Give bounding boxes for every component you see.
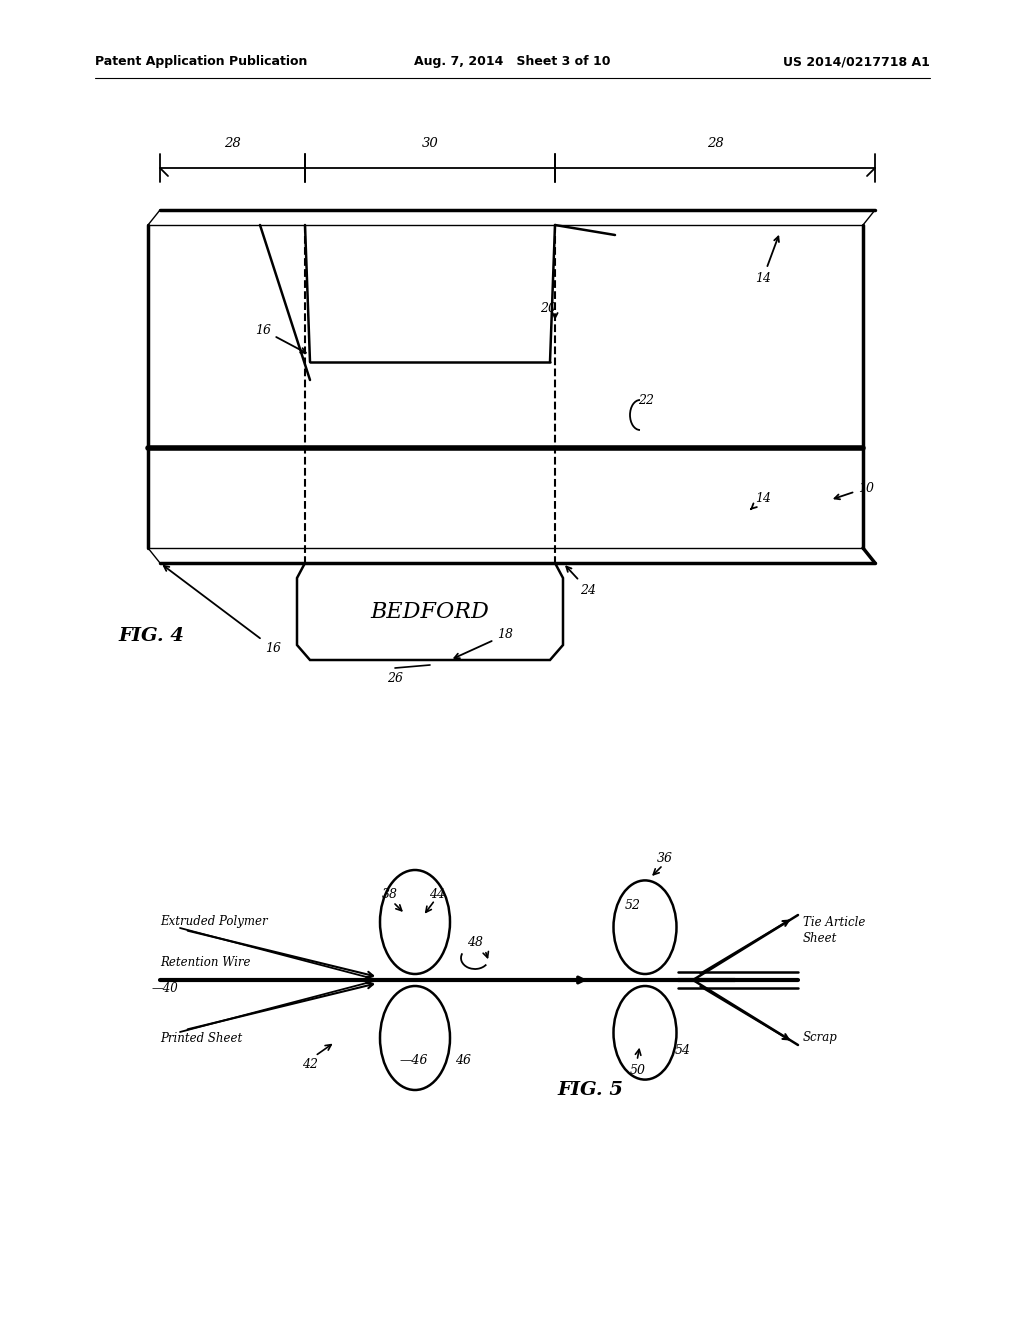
Text: —40: —40 bbox=[152, 982, 179, 994]
Text: 28: 28 bbox=[707, 137, 723, 150]
Text: 30: 30 bbox=[422, 137, 438, 150]
Text: —46: —46 bbox=[400, 1053, 428, 1067]
Text: US 2014/0217718 A1: US 2014/0217718 A1 bbox=[783, 55, 930, 69]
Text: Patent Application Publication: Patent Application Publication bbox=[95, 55, 307, 69]
Text: 50: 50 bbox=[630, 1064, 646, 1077]
Text: 54: 54 bbox=[675, 1044, 691, 1057]
Text: 16: 16 bbox=[164, 566, 281, 655]
Text: 22: 22 bbox=[638, 393, 654, 407]
Text: BEDFORD: BEDFORD bbox=[371, 601, 489, 623]
Text: Sheet: Sheet bbox=[803, 932, 838, 945]
Text: 14: 14 bbox=[755, 236, 779, 285]
Text: Scrap: Scrap bbox=[803, 1031, 838, 1044]
Text: Aug. 7, 2014   Sheet 3 of 10: Aug. 7, 2014 Sheet 3 of 10 bbox=[414, 55, 610, 69]
Text: 14: 14 bbox=[751, 491, 771, 510]
Text: 18: 18 bbox=[455, 628, 513, 659]
Text: FIG. 5: FIG. 5 bbox=[557, 1081, 623, 1100]
Text: 26: 26 bbox=[387, 672, 403, 685]
Text: 28: 28 bbox=[224, 137, 241, 150]
Text: 42: 42 bbox=[302, 1059, 318, 1072]
Text: Extruded Polymer: Extruded Polymer bbox=[160, 916, 267, 928]
Text: 38: 38 bbox=[382, 887, 398, 900]
Text: 20: 20 bbox=[540, 301, 558, 318]
Text: 44: 44 bbox=[429, 887, 445, 900]
Text: 16: 16 bbox=[255, 323, 306, 352]
Text: 48: 48 bbox=[467, 936, 483, 949]
Text: 46: 46 bbox=[455, 1053, 471, 1067]
Text: 24: 24 bbox=[566, 566, 596, 597]
Text: 10: 10 bbox=[835, 482, 874, 499]
Text: Tie Article: Tie Article bbox=[803, 916, 865, 928]
Text: Printed Sheet: Printed Sheet bbox=[160, 1031, 243, 1044]
Text: Retention Wire: Retention Wire bbox=[160, 956, 251, 969]
Text: 36: 36 bbox=[657, 851, 673, 865]
Text: 52: 52 bbox=[625, 899, 641, 912]
Text: FIG. 4: FIG. 4 bbox=[118, 627, 184, 645]
